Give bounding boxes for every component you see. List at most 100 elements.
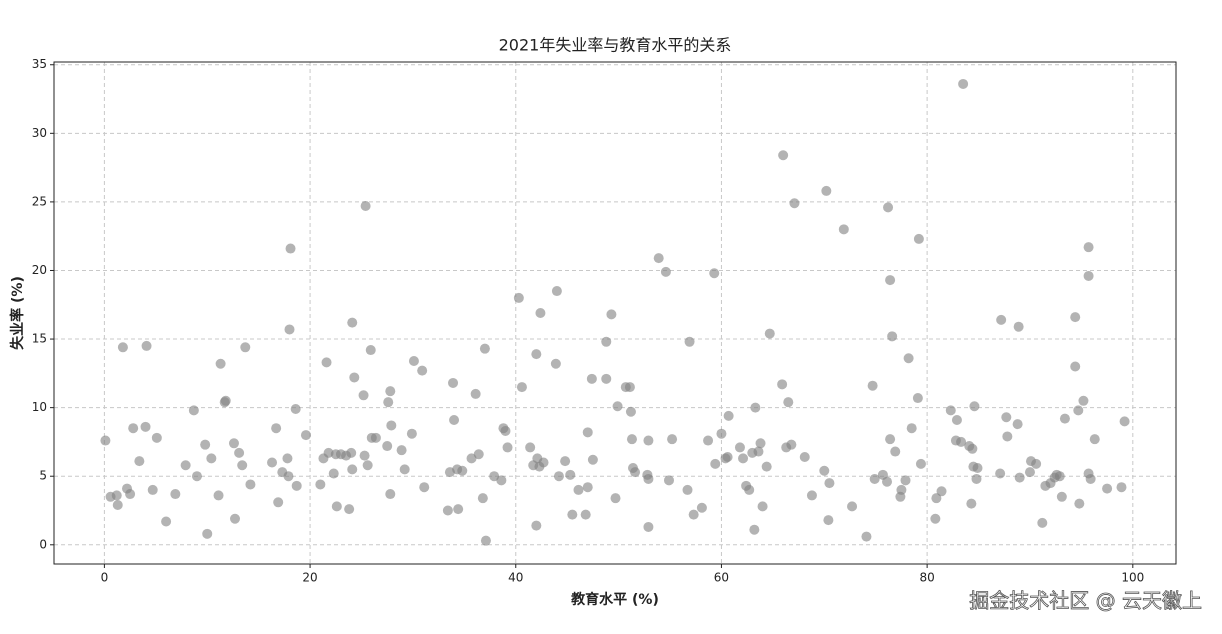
point [1089,434,1100,445]
point [896,484,907,495]
point [624,382,635,393]
point [349,372,360,383]
point [553,471,564,482]
point [219,397,230,408]
point [283,471,294,482]
point [900,475,911,486]
point [778,150,789,161]
point [1012,419,1023,430]
point [703,435,714,446]
point [643,521,654,532]
point [385,386,396,397]
point [912,393,923,404]
point [931,493,942,504]
point [237,460,248,471]
point [885,275,896,286]
point [300,430,311,441]
point [408,356,419,367]
point [228,438,239,449]
point [419,482,430,493]
point [240,342,251,353]
point [966,498,977,509]
point [723,410,734,421]
point [1014,472,1025,483]
point [383,397,394,408]
y-tick-label: 5 [39,469,47,483]
point [191,471,202,482]
point [744,484,755,495]
point [271,423,282,434]
x-tick-label: 80 [919,571,934,585]
point [365,345,376,356]
point [550,358,561,369]
point [213,490,224,501]
point [951,414,962,425]
point [786,439,797,450]
point [750,402,761,413]
point [1074,498,1085,509]
point [573,484,584,495]
point [936,486,947,497]
point [161,516,172,527]
point [972,462,983,473]
point [930,513,941,524]
point [202,528,213,539]
point [764,328,775,339]
point [684,336,695,347]
point [823,515,834,526]
point [551,286,562,297]
point [890,446,901,457]
point [344,504,355,515]
point [903,353,914,364]
point [824,478,835,489]
point [470,388,481,399]
point [969,401,980,412]
point [1002,431,1013,442]
plot-frame [53,61,1177,565]
point [290,404,301,415]
point [958,78,969,89]
point [449,414,460,425]
point [777,379,788,390]
point [882,476,893,487]
point [362,460,373,471]
point [582,482,593,493]
point [612,401,623,412]
point [1070,361,1081,372]
point [660,266,671,277]
point [151,432,162,443]
point [821,185,832,196]
point [206,453,217,464]
y-tick-label: 25 [32,194,47,208]
point [245,479,256,490]
point [535,308,546,318]
point [688,509,699,520]
point [417,365,428,376]
point [956,436,967,447]
point [1119,416,1130,427]
point [386,420,397,431]
point [291,480,302,491]
point [1083,270,1094,281]
point [448,377,459,388]
point [1085,473,1096,484]
point [789,198,800,209]
point [601,373,612,384]
point [331,501,342,512]
point [643,435,654,446]
point [1083,242,1094,253]
point [111,490,122,501]
point [117,342,128,353]
point [473,449,484,460]
point [716,428,727,439]
point [663,475,674,486]
y-tick-label: 0 [39,537,47,551]
point [215,358,226,369]
point [1078,395,1089,406]
point [580,509,591,520]
point [282,453,293,464]
point [267,457,278,468]
watermark: 掘金技术社区 @ 云天徽上 [969,589,1202,613]
point [525,442,536,453]
